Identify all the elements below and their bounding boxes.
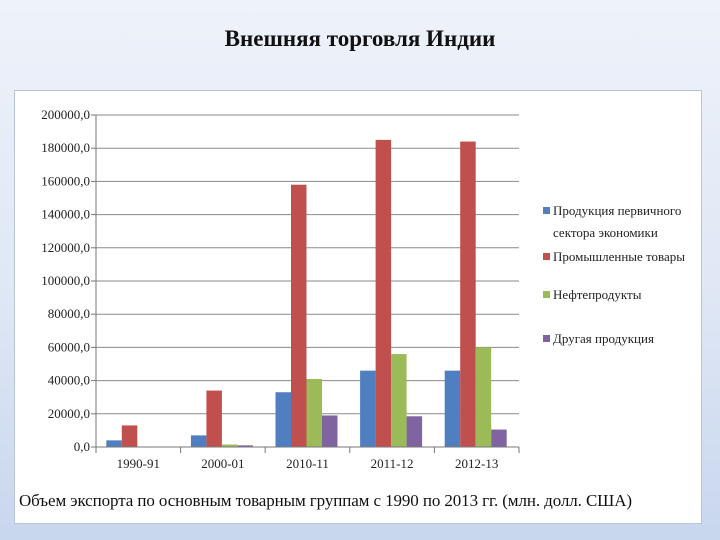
- legend-label: Нефтепродукты: [553, 287, 642, 302]
- slide-title: Внешняя торговля Индии: [224, 26, 496, 51]
- y-tick-label: 180000,0: [41, 140, 90, 155]
- bars: [106, 139, 507, 447]
- x-tick-label: 1990-91: [117, 456, 160, 471]
- bar: [237, 445, 253, 447]
- y-tick-label: 60000,0: [48, 339, 90, 354]
- chart-caption: Объем экспорта по основным товарным груп…: [19, 491, 632, 510]
- y-axis-ticks: 0,0 20000,0 40000,0 60000,0 80000,0 100000,0 1…: [41, 107, 96, 454]
- legend-swatch: [543, 291, 550, 298]
- bar: [275, 392, 291, 447]
- y-tick-label: 20000,0: [48, 406, 90, 421]
- bar: [406, 416, 423, 447]
- bar: [206, 390, 222, 447]
- bar: [190, 435, 207, 447]
- legend-label: сектора экономики: [553, 225, 658, 240]
- legend-swatch: [543, 335, 550, 342]
- y-tick-label: 0,0: [74, 439, 90, 454]
- bar: [375, 139, 392, 447]
- bar: [475, 347, 492, 447]
- bar: [121, 425, 138, 447]
- bar: [291, 184, 307, 447]
- legend-label: Продукция первичного: [553, 203, 681, 218]
- chart-panel: 0,0 20000,0 40000,0 60000,0 80000,0 100000,0 1…: [14, 90, 702, 524]
- x-tick-label: 2000-01: [201, 456, 244, 471]
- bar-chart: 0,0 20000,0 40000,0 60000,0 80000,0 100000,0 1…: [41, 107, 685, 471]
- legend-swatch: [543, 253, 550, 260]
- bar: [221, 444, 238, 447]
- axes: [95, 115, 519, 448]
- bar: [360, 370, 376, 447]
- legend-label: Другая продукция: [553, 331, 654, 346]
- bar: [391, 354, 407, 447]
- x-tick-label: 2011-12: [371, 456, 414, 471]
- y-tick-label: 80000,0: [48, 306, 90, 321]
- y-tick-label: 140000,0: [41, 207, 90, 222]
- x-axis-ticks: 1990-91 2000-01 2010-11 2011-12 2012-13: [95, 447, 520, 471]
- bar: [106, 440, 122, 447]
- bar: [322, 415, 338, 447]
- gridlines: [96, 114, 519, 448]
- x-tick-label: 2012-13: [455, 456, 498, 471]
- legend: Продукция первичного сектора экономики Про…: [543, 203, 685, 346]
- bar: [491, 429, 507, 447]
- x-tick-label: 2010-11: [286, 456, 329, 471]
- bar: [306, 378, 322, 447]
- y-tick-label: 160000,0: [41, 173, 90, 188]
- legend-label: Промышленные товары: [553, 249, 685, 264]
- y-tick-label: 200000,0: [41, 107, 90, 122]
- y-tick-label: 120000,0: [41, 240, 90, 255]
- legend-swatch: [543, 207, 550, 214]
- y-tick-label: 100000,0: [41, 273, 90, 288]
- bar: [460, 141, 476, 447]
- bar: [444, 370, 461, 447]
- y-tick-label: 40000,0: [48, 373, 90, 388]
